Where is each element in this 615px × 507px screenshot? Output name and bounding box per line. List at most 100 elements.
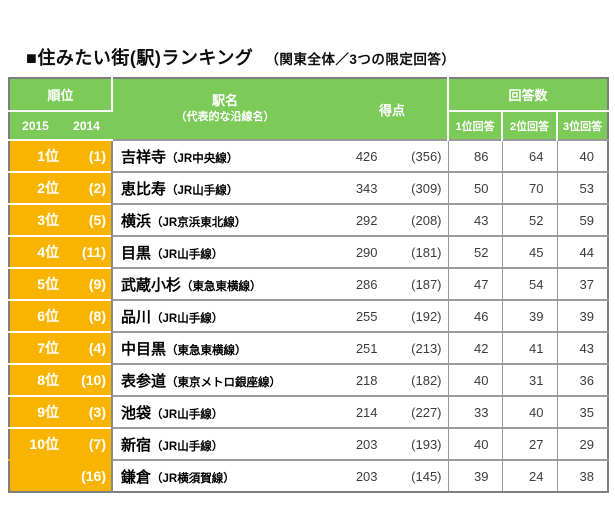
answer-1-cell: 50	[447, 171, 503, 204]
header-answer-col-1: 1位回答	[448, 111, 503, 140]
table-row: (16) 鎌倉（JR横須賀線） 203 (145) 39 24 38	[9, 459, 609, 492]
answer-1-cell: 52	[447, 235, 503, 268]
header-score-label: 得点	[379, 102, 406, 118]
table-row: 7位 (4) 中目黒（東急東横線） 251 (213) 42 41 43	[9, 331, 609, 364]
station-cell: 鎌倉（JR横須賀線） 203 (145)	[111, 459, 449, 492]
header-station-label: 駅名	[212, 93, 239, 109]
rank-2014-cell: (7)	[61, 427, 113, 460]
station-cell: 横浜（JR京浜東北線） 292 (208)	[111, 203, 449, 236]
table-row: 1位 (1) 吉祥寺（JR中央線） 426 (356) 86 64 40	[9, 139, 609, 172]
answer-2-cell: 24	[501, 459, 558, 492]
rank-2014-cell: (16)	[61, 459, 113, 492]
table-row: 6位 (8) 品川（JR山手線） 255 (192) 46 39 39	[9, 299, 609, 332]
rank-2014-cell: (2)	[61, 171, 113, 204]
rank-2014-cell: (8)	[61, 299, 113, 332]
station-name-wrap: 表参道（東京メトロ銀座線）	[121, 370, 330, 391]
rank-2014-cell: (10)	[61, 363, 113, 396]
station-cell: 表参道（東京メトロ銀座線） 218 (182)	[111, 363, 449, 396]
station-name-wrap: 吉祥寺（JR中央線）	[121, 146, 330, 167]
line-name: （東京メトロ銀座線）	[166, 376, 282, 389]
station-name: 武蔵小杉	[121, 276, 182, 294]
table-row: 8位 (10) 表参道（東京メトロ銀座線） 218 (182) 40 31 36	[9, 363, 609, 396]
station-cell: 目黒（JR山手線） 290 (181)	[111, 235, 449, 268]
rank-2014-cell: (1)	[61, 139, 113, 172]
line-name: （JR山手線）	[151, 312, 224, 325]
station-cell: 池袋（JR山手線） 214 (227)	[111, 395, 449, 428]
station-name: 表参道	[121, 372, 167, 390]
line-name: （JR横須賀線）	[151, 472, 235, 485]
station-cell: 武蔵小杉（東急東横線） 286 (187)	[111, 267, 449, 300]
answer-1-cell: 46	[447, 299, 503, 332]
line-name: （JR山手線）	[151, 248, 224, 261]
answer-1-cell: 33	[447, 395, 503, 428]
table-row: 5位 (9) 武蔵小杉（東急東横線） 286 (187) 47 54 37	[9, 267, 609, 300]
station-name-wrap: 武蔵小杉（東急東横線）	[121, 274, 330, 295]
table-header: 順位 駅名 （代表的な沿線名） 得点 回答数 2015 2014 1位回答 2位	[9, 78, 609, 140]
score-current: 251	[355, 340, 378, 356]
line-name: （JR山手線）	[151, 440, 224, 453]
answer-2-cell: 70	[501, 171, 558, 204]
rank-2015-cell: 3位	[9, 203, 61, 236]
answer-1-cell: 40	[447, 427, 503, 460]
header-answer-col-2: 2位回答	[501, 111, 558, 140]
station-name: 品川	[121, 308, 152, 326]
answer-3-cell: 38	[556, 459, 609, 492]
answer-3-cell: 36	[556, 363, 609, 396]
line-name: （東急東横線）	[166, 344, 247, 357]
header-year-2015: 2015	[9, 111, 61, 140]
score-current: 343	[355, 180, 378, 196]
score-current: 203	[355, 468, 378, 484]
station-name-wrap: 鎌倉（JR横須賀線）	[121, 466, 330, 487]
answer-1-cell: 40	[447, 363, 503, 396]
answer-2-cell: 45	[501, 235, 558, 268]
answer-2-cell: 39	[501, 299, 558, 332]
header-station-sublabel: （代表的な沿線名）	[175, 111, 275, 124]
ranking-table: 順位 駅名 （代表的な沿線名） 得点 回答数 2015 2014 1位回答 2位	[8, 77, 610, 493]
line-name: （JR山手線）	[151, 408, 224, 421]
rank-2014-cell: (4)	[61, 331, 113, 364]
station-name: 吉祥寺	[121, 148, 167, 166]
answer-1-cell: 86	[447, 139, 503, 172]
answer-2-cell: 64	[501, 139, 558, 172]
rank-2014-cell: (5)	[61, 203, 113, 236]
answer-3-cell: 43	[556, 331, 609, 364]
score-previous: (309)	[411, 180, 442, 196]
answer-2-cell: 40	[501, 395, 558, 428]
answer-2-cell: 54	[501, 267, 558, 300]
station-name-wrap: 恵比寿（JR山手線）	[121, 178, 330, 199]
rank-2015-cell: 1位	[9, 139, 61, 172]
rank-2015-cell: 8位	[9, 363, 61, 396]
table-body: 1位 (1) 吉祥寺（JR中央線） 426 (356) 86 64 40 2位 …	[9, 139, 609, 492]
header-station-name: 駅名 （代表的な沿線名）	[113, 93, 337, 124]
score-previous: (181)	[411, 244, 442, 260]
station-name-wrap: 中目黒（東急東横線）	[121, 338, 330, 359]
station-name-wrap: 目黒（JR山手線）	[121, 242, 330, 263]
score-current: 203	[355, 436, 378, 452]
score-previous: (356)	[411, 148, 442, 164]
rank-2015-cell: 7位	[9, 331, 61, 364]
station-cell: 中目黒（東急東横線） 251 (213)	[111, 331, 449, 364]
header-station-score: 駅名 （代表的な沿線名） 得点	[112, 78, 450, 140]
station-name: 横浜	[121, 212, 152, 230]
station-name: 恵比寿	[121, 180, 167, 198]
station-name: 新宿	[121, 436, 152, 454]
answer-3-cell: 35	[556, 395, 609, 428]
station-name: 目黒	[121, 244, 152, 262]
rank-2015-cell: 4位	[9, 235, 61, 268]
table-row: 9位 (3) 池袋（JR山手線） 214 (227) 33 40 35	[9, 395, 609, 428]
rank-2015-cell: 2位	[9, 171, 61, 204]
answer-3-cell: 53	[556, 171, 609, 204]
table-row: 2位 (2) 恵比寿（JR山手線） 343 (309) 50 70 53	[9, 171, 609, 204]
score-previous: (193)	[411, 436, 442, 452]
rank-2015-cell: 9位	[9, 395, 61, 428]
rank-2015-cell: 5位	[9, 267, 61, 300]
score-previous: (227)	[411, 404, 442, 420]
answer-3-cell: 39	[556, 299, 609, 332]
score-current: 255	[355, 308, 378, 324]
score-current: 426	[355, 148, 378, 164]
page-title: ■住みたい街(駅)ランキング （関東全体／3つの限定回答）	[26, 44, 455, 70]
answer-2-cell: 31	[501, 363, 558, 396]
answer-3-cell: 37	[556, 267, 609, 300]
score-previous: (213)	[411, 340, 442, 356]
